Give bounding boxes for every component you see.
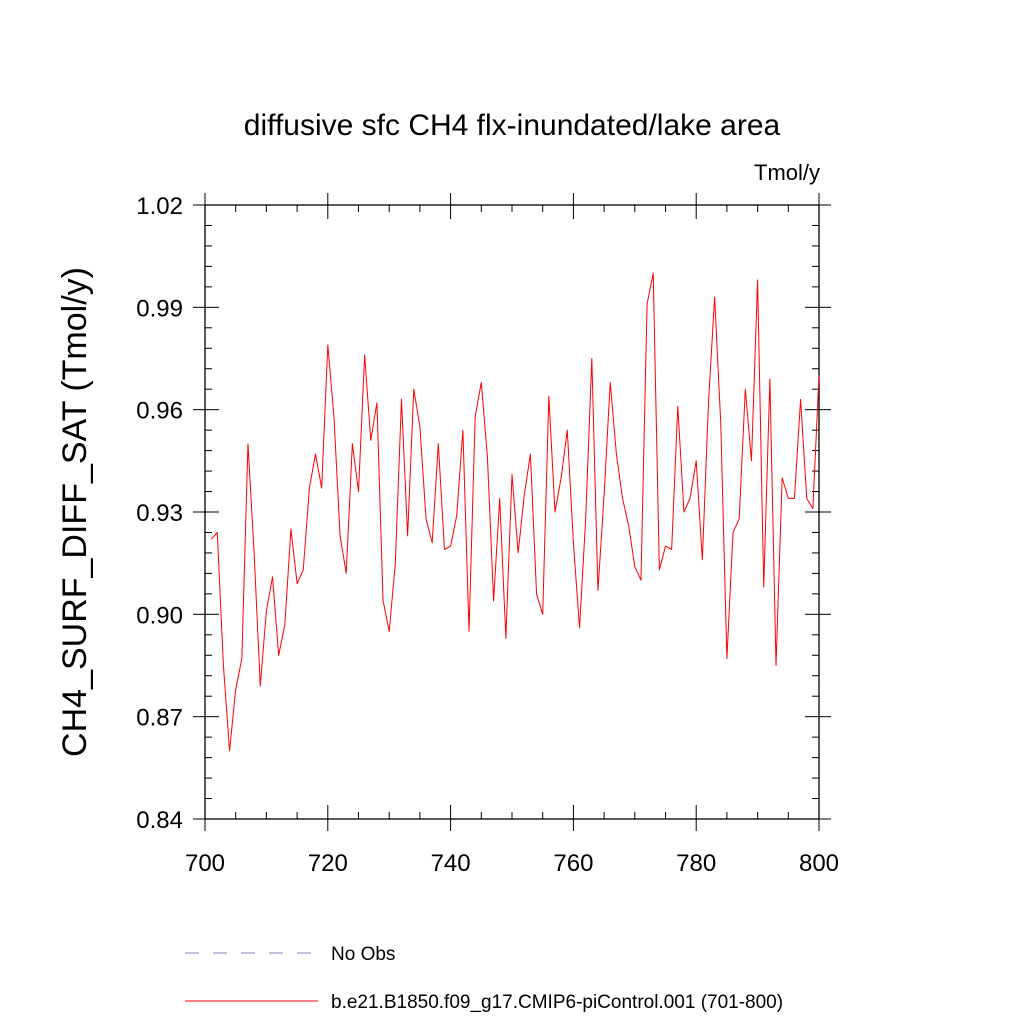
x-tick-label: 780: [676, 850, 716, 877]
y-tick-label: 0.87: [136, 705, 183, 732]
y-tick-label: 0.99: [136, 295, 183, 322]
y-tick-label: 0.96: [136, 398, 183, 425]
x-tick-label: 800: [799, 850, 839, 877]
legend: No Obs b.e21.B1850.f09_g17.CMIP6-piContr…: [185, 944, 783, 1013]
chart-title: diffusive sfc CH4 flx-inundated/lake are…: [244, 109, 781, 142]
y-tick-label: 1.02: [136, 193, 183, 220]
y-tick-label: 0.84: [136, 807, 183, 834]
units-label: Tmol/y: [754, 160, 820, 185]
x-tick-label: 740: [431, 850, 471, 877]
x-tick-label: 700: [185, 850, 225, 877]
x-tick-label: 760: [553, 850, 593, 877]
x-tick-label: 720: [308, 850, 348, 877]
plot-frame: [204, 204, 820, 820]
series-line: [210, 272, 820, 752]
legend-label-no-obs: No Obs: [331, 944, 395, 965]
x-axis: 700 720 740 760 780 800: [185, 193, 839, 877]
y-axis: 0.84 0.87 0.90 0.93 0.96 0.99 1.02: [136, 193, 831, 834]
series-layer: [210, 272, 820, 752]
y-axis-label: CH4_SURF_DIFF_SAT (Tmol/y): [56, 267, 94, 757]
legend-label-model: b.e21.B1850.f09_g17.CMIP6-piControl.001 …: [331, 992, 783, 1013]
y-tick-label: 0.93: [136, 500, 183, 527]
y-tick-label: 0.90: [136, 602, 183, 629]
